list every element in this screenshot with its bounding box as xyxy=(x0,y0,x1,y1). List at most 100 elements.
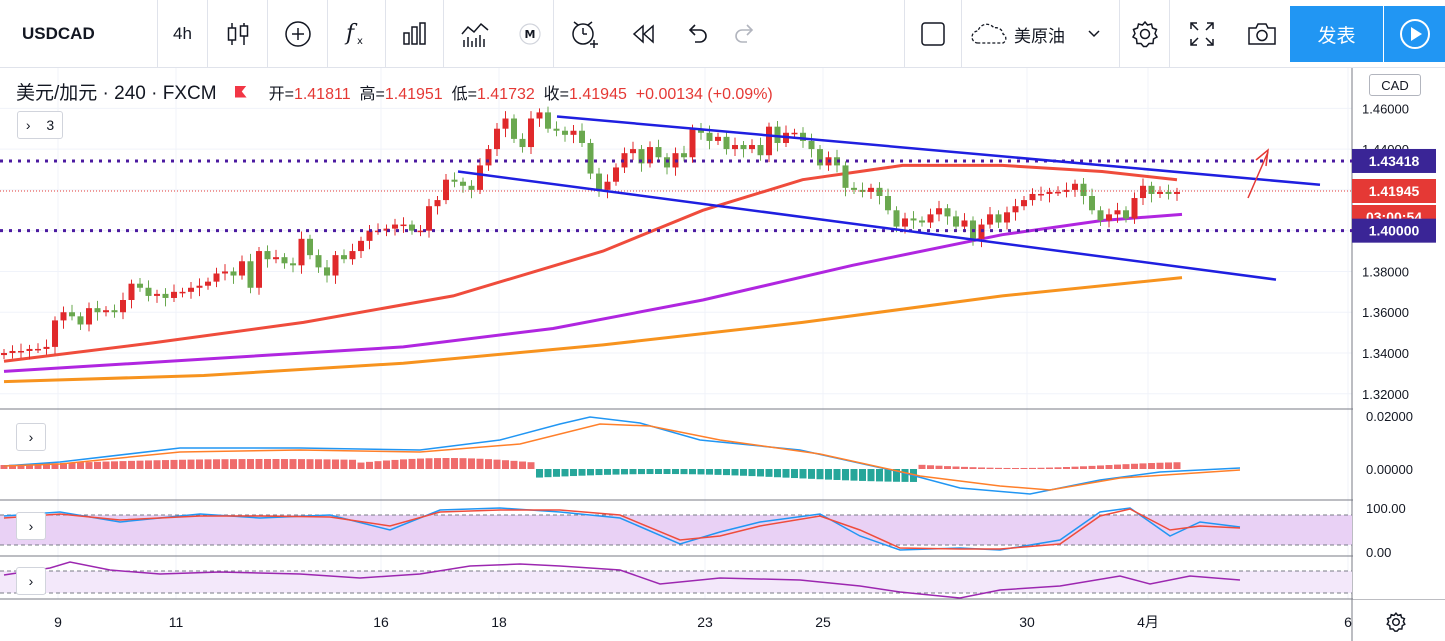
macd-histogram-bar xyxy=(468,458,475,469)
gear-icon xyxy=(1131,20,1158,48)
candle-body xyxy=(893,210,900,227)
time-axis[interactable]: 9 11 16 18 23 25 30 4月 6 xyxy=(54,614,1352,630)
macd-histogram-bar xyxy=(578,469,586,476)
ema-red-line xyxy=(3,163,1178,363)
macd-histogram-bar xyxy=(731,469,739,476)
candle-body xyxy=(1106,214,1112,221)
add-indicator-button[interactable] xyxy=(268,0,328,68)
candle-body xyxy=(86,308,92,325)
chart-type-button[interactable] xyxy=(208,0,268,68)
macd-histogram-bar xyxy=(281,459,288,469)
settings-button[interactable] xyxy=(1120,0,1170,68)
stoch-k-line xyxy=(3,507,1241,551)
macd-histogram-bar xyxy=(451,458,458,469)
macd-histogram-bar xyxy=(799,469,807,479)
candle-body xyxy=(290,263,296,266)
macd-histogram-bar xyxy=(1012,467,1019,469)
price-tick-label: 1.32000 xyxy=(1362,387,1409,402)
templates-button[interactable] xyxy=(444,0,506,68)
macd-histogram-bar xyxy=(808,469,815,479)
macd-histogram-bar xyxy=(527,462,535,469)
candle-body xyxy=(1038,193,1044,196)
macd-histogram-bar xyxy=(374,461,382,469)
undo-button[interactable] xyxy=(672,0,722,68)
candle-body xyxy=(808,140,815,150)
indicators-toggle[interactable]: › 3 xyxy=(17,111,63,139)
candle-body xyxy=(698,128,704,133)
macd-histogram-bar xyxy=(476,458,484,469)
stoch-pane-toggle[interactable]: › xyxy=(16,512,46,540)
macd-histogram-bar xyxy=(833,469,841,480)
macd-histogram-bar xyxy=(901,469,909,482)
macd-histogram-bar xyxy=(196,459,203,469)
candle-body xyxy=(273,257,279,260)
macd-histogram-bar xyxy=(383,460,390,469)
layout-button[interactable] xyxy=(904,0,962,68)
macd-histogram-bar xyxy=(77,462,84,469)
flag-icon[interactable] xyxy=(234,85,247,98)
candle-body xyxy=(732,145,738,150)
macd-histogram-bar xyxy=(723,469,730,476)
chart-grid xyxy=(0,68,1445,641)
macd-histogram-bar xyxy=(1020,467,1028,469)
macd-histogram-bar xyxy=(1003,467,1011,469)
candle-body xyxy=(315,255,322,268)
screenshot-button[interactable] xyxy=(1234,0,1290,68)
candle-body xyxy=(349,251,356,260)
candle-body xyxy=(774,126,781,143)
redo-button[interactable] xyxy=(722,0,768,68)
candle-body xyxy=(1063,189,1070,192)
candle-body xyxy=(800,132,806,141)
candle-body xyxy=(494,128,500,150)
arrow-head xyxy=(1255,148,1269,167)
alert-button[interactable] xyxy=(554,0,616,68)
macd-histogram-bar xyxy=(663,469,671,475)
price-tick-label: 1.46000 xyxy=(1362,101,1409,116)
fullscreen-button[interactable] xyxy=(1170,0,1234,68)
macd-pane-toggle[interactable]: › xyxy=(16,423,46,451)
macd-histogram-bar xyxy=(978,467,985,469)
macd-histogram-bar xyxy=(570,469,577,477)
candle-body xyxy=(1157,191,1163,194)
candle-body xyxy=(18,350,24,353)
rsi-pane-toggle[interactable]: › xyxy=(16,567,46,595)
candle-body xyxy=(757,145,764,156)
macd-histogram-bar xyxy=(128,460,135,469)
candle-body xyxy=(715,136,721,141)
publish-button[interactable]: 发表 xyxy=(1290,6,1383,62)
candle-body xyxy=(1140,185,1146,199)
candle-body xyxy=(1029,193,1036,201)
candle-body xyxy=(1,353,7,356)
price-axis[interactable]: 1.460001.440001.420001.400001.380001.360… xyxy=(1352,68,1445,599)
play-button[interactable] xyxy=(1384,6,1445,62)
svg-text:x: x xyxy=(357,36,363,47)
gear-icon[interactable] xyxy=(1385,611,1407,633)
replay-button[interactable] xyxy=(616,0,672,68)
candle-body xyxy=(409,224,415,231)
candle-body xyxy=(706,132,713,141)
macd-histogram-bar xyxy=(145,460,152,469)
macd-histogram-bar xyxy=(995,467,1002,469)
stoch-band xyxy=(0,515,1352,545)
candle-body xyxy=(842,165,849,188)
macd-histogram-bar xyxy=(34,463,42,469)
interval-button[interactable]: 4h xyxy=(158,0,208,68)
macd-histogram-bar xyxy=(68,462,76,469)
macd-histogram-bar xyxy=(1063,467,1070,469)
macd-histogram-bar xyxy=(655,469,662,475)
currency-badge[interactable]: CAD xyxy=(1369,74,1421,96)
stoch-d-line xyxy=(3,508,1241,550)
symbol-label: USDCAD xyxy=(22,24,95,43)
symbol-search-button[interactable]: USDCAD xyxy=(0,0,158,68)
compare-symbol-dropdown[interactable]: 美原油 xyxy=(962,0,1120,68)
macd-histogram-bar xyxy=(621,469,628,475)
candle-body xyxy=(859,189,866,192)
macd-histogram-bar xyxy=(1097,465,1104,469)
m-badge-button[interactable]: M xyxy=(506,0,554,68)
candle-body xyxy=(298,238,305,266)
macd-histogram-bar xyxy=(536,469,543,478)
price-chart[interactable]: 1.460001.440001.420001.400001.380001.360… xyxy=(0,68,1445,641)
candle-body xyxy=(655,147,662,158)
financials-button[interactable] xyxy=(386,0,444,68)
